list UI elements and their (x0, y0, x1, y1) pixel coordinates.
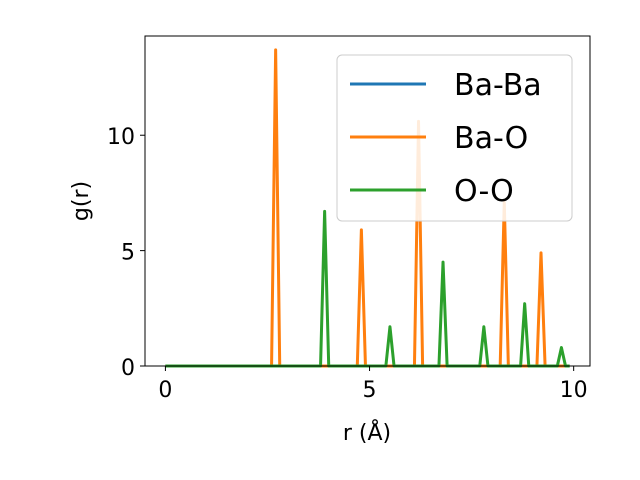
legend-label-o-o: O-O (454, 174, 514, 209)
legend-box (336, 54, 573, 222)
y-tick-label: 0 (121, 356, 135, 381)
y-tick-label: 10 (107, 125, 135, 150)
x-tick-label: 5 (363, 378, 377, 403)
plot-frame (144, 35, 591, 367)
x-axis-label: r (Å) (343, 419, 391, 446)
legend: Ba-Ba Ba-O O-O (336, 54, 573, 222)
legend-label-ba-ba: Ba-Ba (454, 68, 542, 103)
x-tick-label: 10 (560, 378, 588, 403)
y-axis-label: g(r) (69, 181, 94, 221)
legend-label-ba-o: Ba-O (454, 121, 528, 156)
y-axis-ticks: 0 5 10 (107, 125, 145, 381)
x-axis-ticks: 0 5 10 (158, 366, 588, 403)
x-tick-label: 0 (158, 378, 172, 403)
y-tick-label: 5 (121, 241, 135, 266)
